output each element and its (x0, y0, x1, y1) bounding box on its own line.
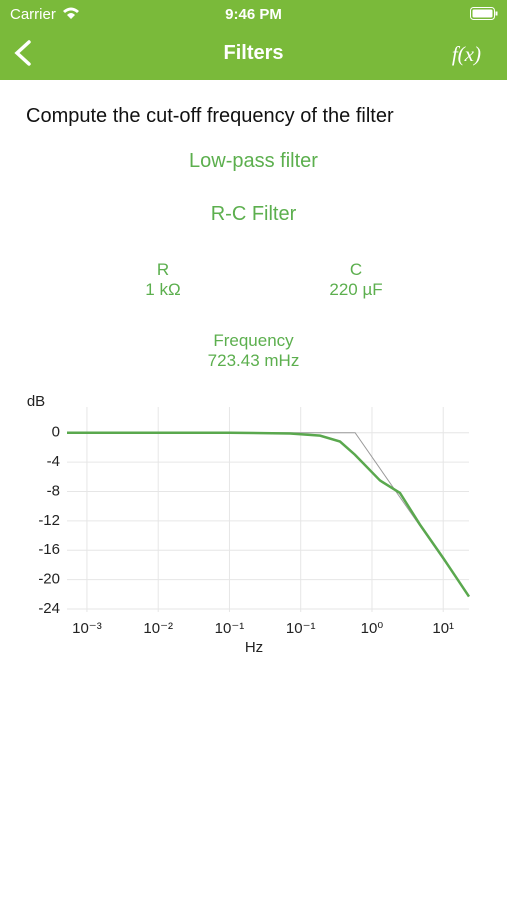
nav-title: Filters (223, 42, 284, 64)
y-tick-label: -24 (38, 600, 60, 617)
result: Frequency 723.43 mHz (0, 331, 507, 371)
x-tick-label: 10⁰ (361, 620, 384, 637)
battery-icon (470, 7, 498, 20)
label: R (156, 260, 170, 279)
label: Frequency (213, 331, 294, 350)
chart: dB Hz 0 -4 -8 -12 -16 -20 -24 10⁻³ 10⁻² 10⁻¹ 10⁻¹ 1… (27, 393, 471, 656)
x-tick-label: 10⁻¹ (286, 620, 316, 637)
back-button[interactable] (12, 40, 34, 66)
y-tick-label: -4 (47, 453, 60, 470)
wifi-icon (63, 7, 79, 19)
x-tick-label: 10¹ (432, 620, 454, 637)
x-tick-label: 10⁻³ (72, 620, 102, 637)
y-tick-label: -16 (38, 541, 60, 558)
clock: 9:46 PM (225, 6, 282, 23)
label: C (349, 260, 363, 279)
line (67, 431, 471, 598)
value: 1 kΩ (145, 280, 181, 299)
filter-kind[interactable]: R-C Filter (210, 203, 297, 225)
header: Carrier 9:46 PM Filters f(x) (0, 0, 507, 80)
y-tick-label: -8 (47, 482, 60, 499)
line (67, 432, 470, 597)
carrier: Carrier (10, 6, 56, 23)
formula-button[interactable]: f(x) (451, 42, 481, 66)
input-c[interactable]: C 220 µF (296, 260, 416, 300)
y-axis-label: dB (27, 393, 45, 410)
filter-type[interactable]: Low-pass filter (189, 150, 318, 172)
x-tick-label: 10⁻² (143, 620, 173, 637)
value: 723.43 mHz (207, 351, 300, 370)
x-tick-label: 10⁻¹ (215, 620, 245, 637)
prompt: Compute the cut-off frequency of the fil… (26, 105, 394, 127)
y-tick-label: 0 (52, 424, 60, 441)
value: 220 µF (329, 280, 383, 299)
x-axis-label: Hz (245, 639, 263, 656)
y-tick-label: -12 (38, 512, 60, 529)
y-tick-label: -20 (38, 571, 60, 588)
